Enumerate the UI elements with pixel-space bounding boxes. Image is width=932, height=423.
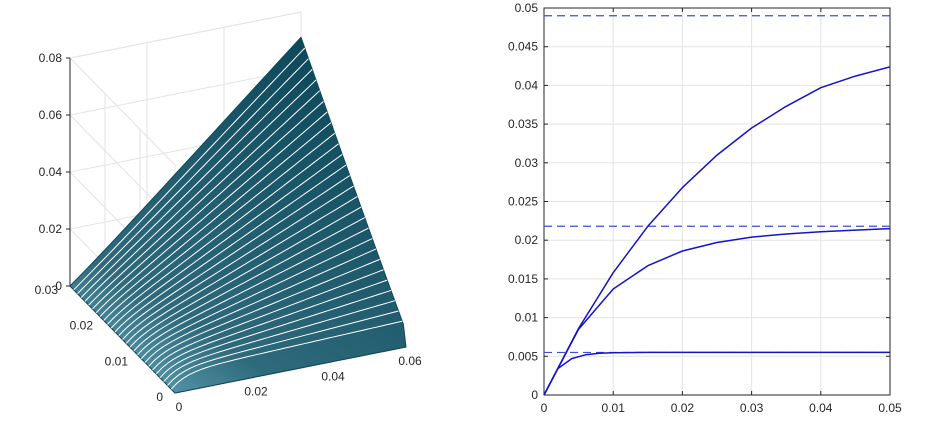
y-tick-label: 0 [156,390,163,404]
y-tick-label: 0.05 [515,1,539,15]
box-line [69,11,302,59]
x-tick-label: 0.03 [740,401,764,415]
mesh-line [99,122,332,317]
line-grid [543,7,891,396]
mesh-line [73,47,306,291]
z-tick-label: 0.06 [39,108,63,122]
x-tick-label: 0 [541,401,548,415]
y-tick-label: 0.01 [105,354,129,368]
mesh-line [80,69,313,298]
z-tick-label: 0.02 [39,222,63,236]
mesh-line [167,310,399,386]
y-tick-label: 0.045 [508,40,538,54]
mesh-line [92,100,324,310]
mesh-line [122,185,354,340]
plot-frame [543,7,891,396]
y-tick-label: 0.005 [508,349,538,363]
line-plot: 0 0.01 0.02 0.03 0.04 0.05 0 0.005 0.01 0.015 0.02… [508,1,902,415]
x-tick-label: 0.04 [809,401,833,415]
x-tick-label: 0 [176,400,183,414]
z-tick-label: 0.04 [39,165,63,179]
y-tick-label: 0.02 [70,319,94,333]
mesh-line [114,164,347,333]
mesh-line [133,217,365,352]
mesh-line [163,300,395,382]
x-tick-label: 0.04 [321,369,345,383]
y-tick-label: 0.035 [508,117,538,131]
mesh-line [140,238,373,359]
series-line-1 [543,351,890,396]
surface-plot: 0 0.02 0.04 0.06 0.08 0 0.02 0.04 0.06 0 0.01 0.02 0… [35,11,422,414]
mesh-line [118,175,351,337]
mesh-line [152,269,384,371]
mesh-line [95,111,328,314]
mesh-line [155,279,388,375]
y-tick-label: 0 [531,388,538,402]
mesh-line [84,79,317,302]
y-tick-label: 0.03 [35,283,59,297]
z-tick-label: 0 [55,279,62,293]
mesh-line [107,143,339,325]
mesh-line [88,90,321,306]
mesh-line [129,206,362,348]
y-tick-label: 0.01 [515,311,539,325]
mesh-line [148,258,380,367]
y-tick-label: 0.02 [515,233,539,247]
mesh-line [110,153,343,329]
surface-lines [73,47,403,390]
mesh-line [159,289,392,379]
mesh-line [170,320,403,390]
x-tick-label: 0.01 [602,401,626,415]
x-tick-label: 0.06 [398,354,422,368]
surface-mesh [69,36,407,394]
series-line-2 [543,227,891,396]
mesh-line [125,196,358,344]
y-tick-label: 0.04 [515,78,539,92]
mesh-line [103,132,336,321]
y-tick-label: 0.015 [508,272,538,286]
mesh-line [77,58,309,294]
y-tick-label: 0.03 [515,156,539,170]
x-tick-label: 0.05 [878,401,902,415]
x-tick-label: 0.02 [671,401,695,415]
series-line-3 [543,66,891,396]
mesh-line [137,227,369,356]
z-tick-label: 0.08 [39,51,63,65]
y-tick-label: 0.025 [508,195,538,209]
mesh-line [144,248,377,363]
x-tick-label: 0.02 [244,385,268,399]
